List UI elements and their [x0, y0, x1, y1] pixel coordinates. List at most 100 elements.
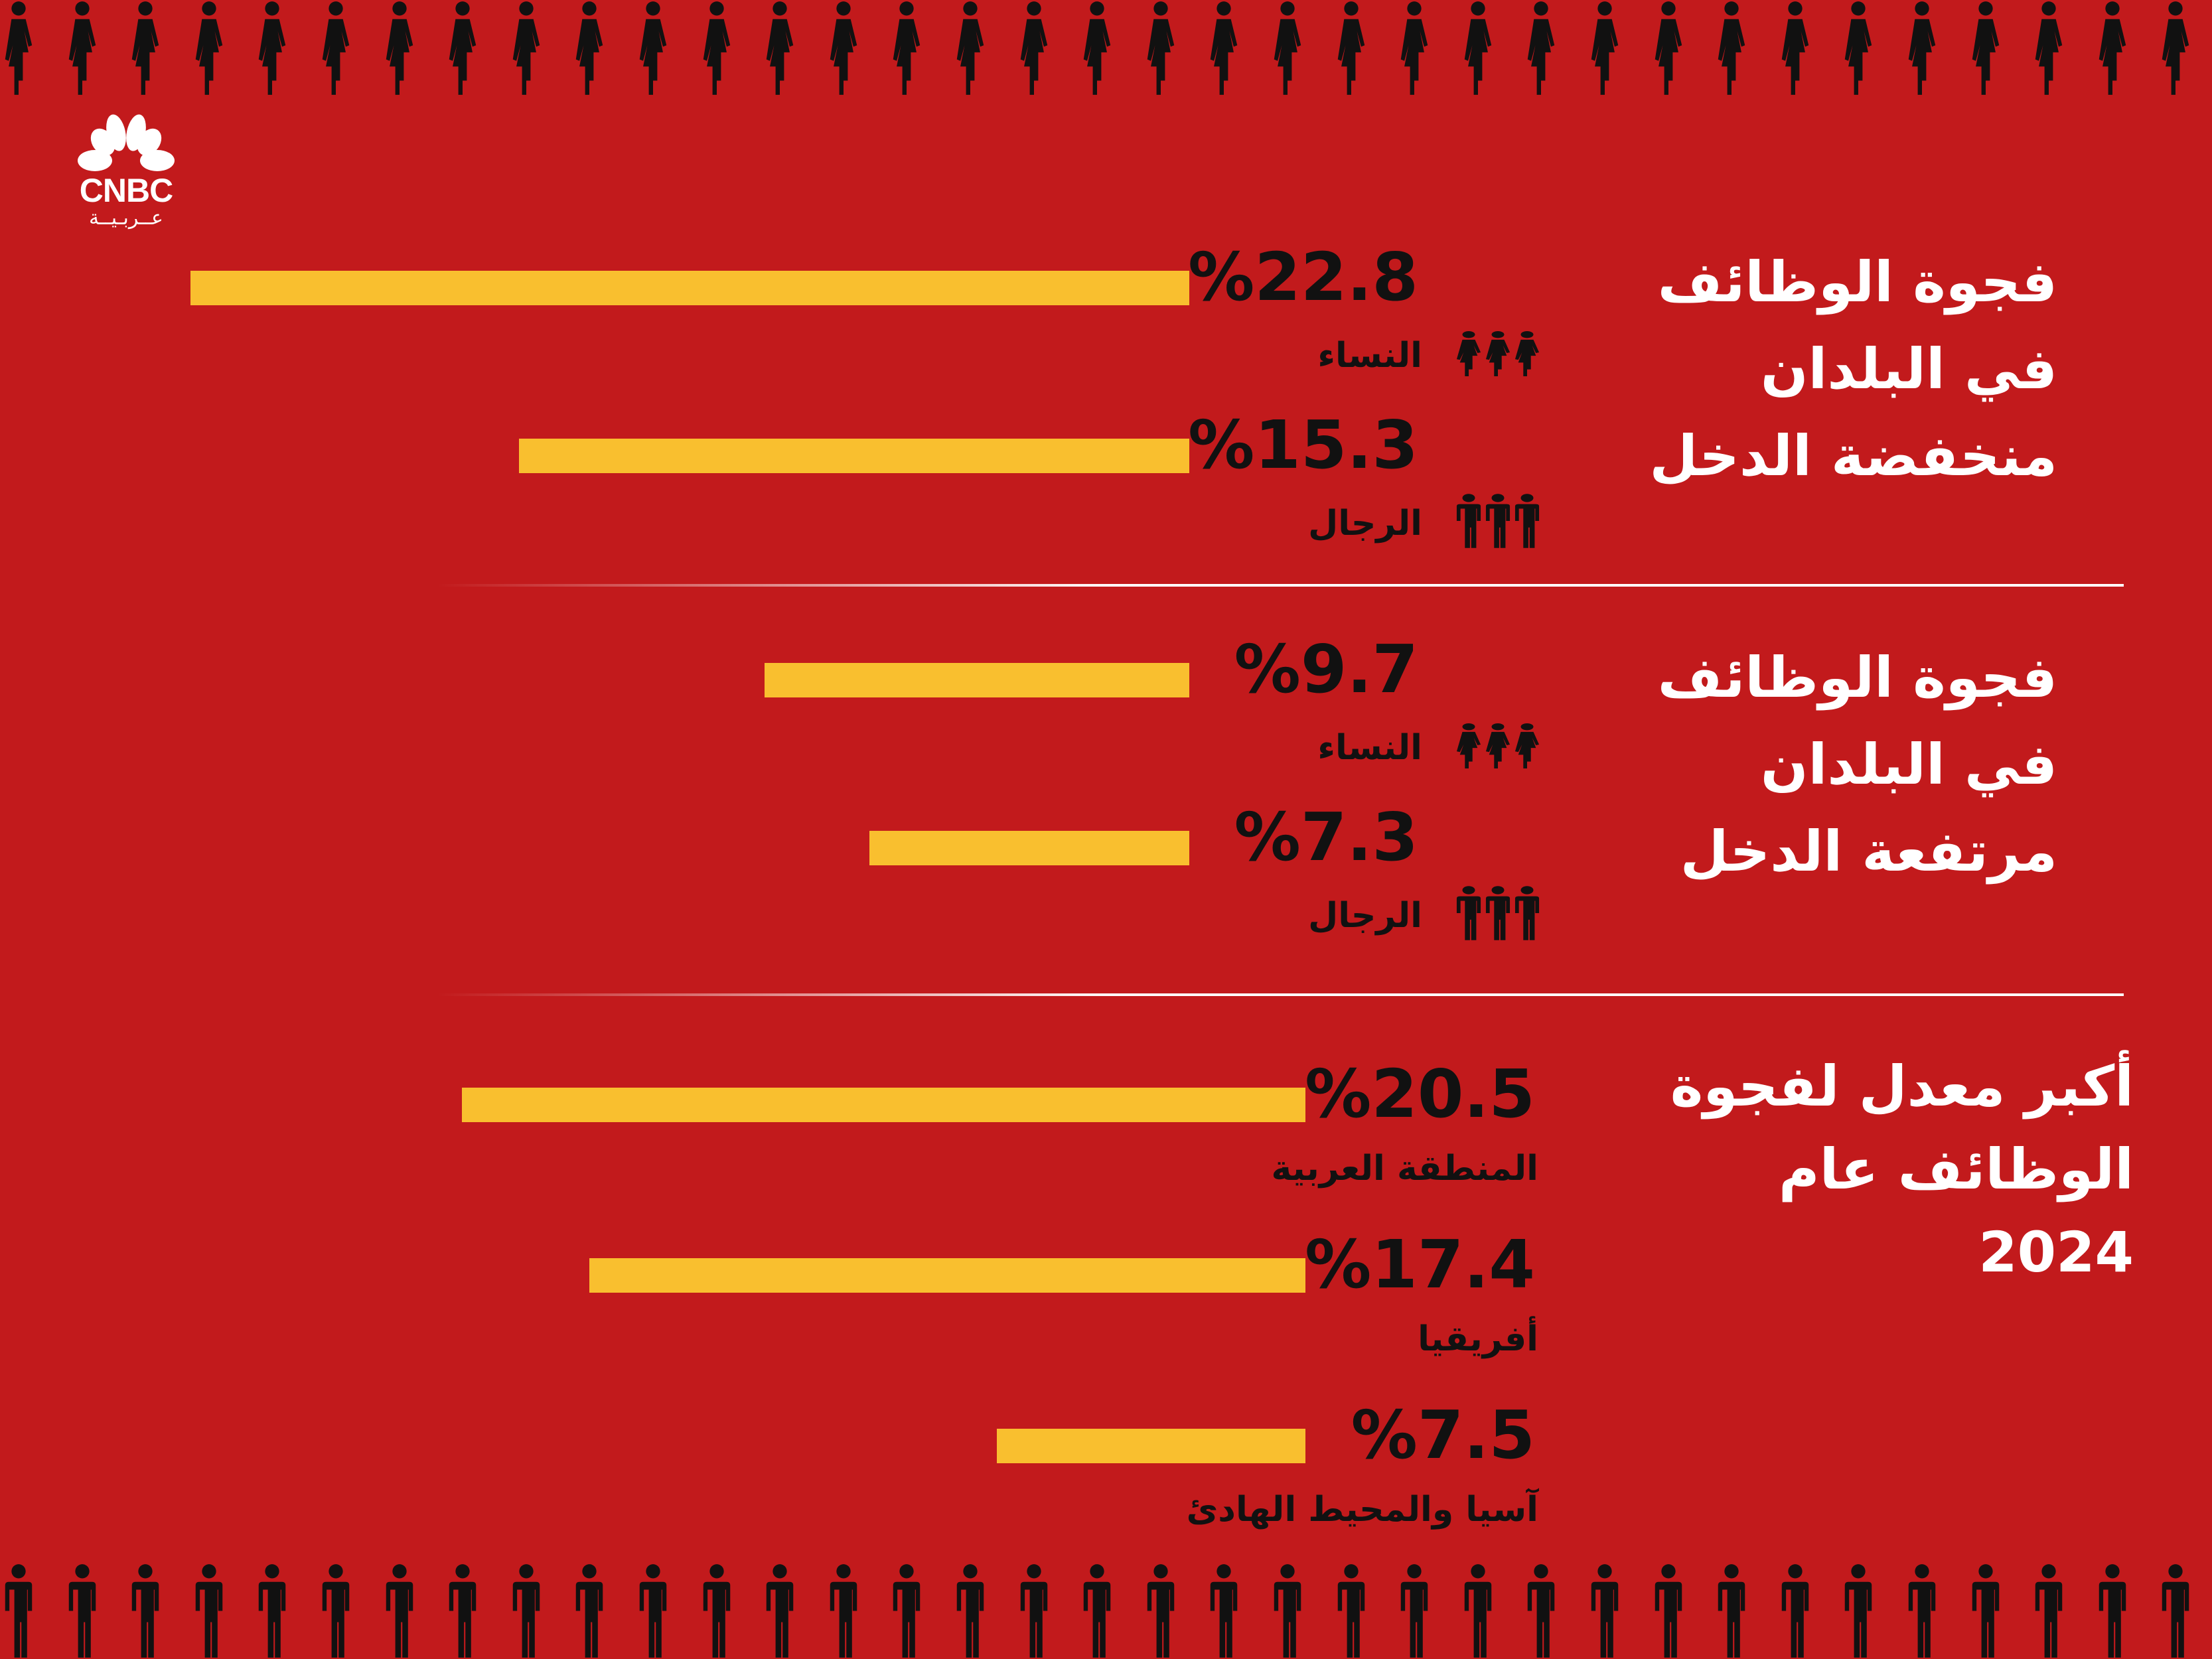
woman-icon: [1337, 1, 1364, 95]
woman-icon: [2035, 1, 2063, 95]
woman-icon: [2099, 1, 2126, 95]
section-divider: [437, 993, 2124, 996]
woman-icon: [259, 1, 286, 95]
man-icon: [639, 1564, 667, 1658]
bar: [462, 1088, 1305, 1122]
man-icon: [449, 1564, 477, 1658]
man-icon: [1972, 1564, 1999, 1658]
man-icon: [512, 1564, 540, 1658]
category-label: الرجال: [1308, 504, 1422, 543]
man-icon: [576, 1564, 603, 1658]
chart-title-line: فجوة الوظائف: [1657, 250, 2057, 315]
chart-title-line: الوظائف عام: [1779, 1137, 2134, 1202]
man-icon: [1908, 1564, 1936, 1658]
woman-icon: [576, 1, 603, 95]
woman-icon: [1456, 723, 1481, 768]
peacock-icon: [78, 114, 175, 171]
chart-title-line: 2024: [1978, 1220, 2134, 1285]
man-icon: [386, 1564, 413, 1658]
woman-icon: [1083, 1, 1111, 95]
man-icon: [1337, 1564, 1364, 1658]
woman-icon: [830, 1, 857, 95]
man-icon: [1485, 494, 1511, 548]
woman-icon: [386, 1, 413, 95]
bar-value-label: %7.5: [1351, 1396, 1535, 1474]
bar: [997, 1429, 1305, 1463]
decorative-men-row: [0, 1563, 2212, 1659]
cnbc-arabia-logo: CNBC عــربـيــة: [70, 114, 183, 230]
man-icon: [1020, 1564, 1047, 1658]
section-divider: [437, 584, 2124, 587]
woman-icon: [1591, 1, 1619, 95]
woman-icon: [1718, 1, 1745, 95]
woman-icon: [2162, 1, 2189, 95]
man-icon: [1514, 886, 1540, 940]
man-icon: [5, 1564, 33, 1658]
icon-group: [1456, 885, 1540, 941]
bar-value-label: %7.3: [1234, 798, 1418, 876]
man-icon: [1400, 1564, 1428, 1658]
man-icon: [830, 1564, 857, 1658]
man-icon: [131, 1564, 159, 1658]
woman-icon: [1274, 1, 1301, 95]
man-icon: [322, 1564, 350, 1658]
bar: [589, 1258, 1305, 1293]
bar-value-label: %20.5: [1305, 1055, 1535, 1133]
woman-icon: [703, 1, 730, 95]
woman-icon: [1781, 1, 1809, 95]
woman-icon: [1020, 1, 1047, 95]
category-label: أفريقيا: [1418, 1319, 1538, 1359]
category-label: الرجال: [1308, 896, 1422, 936]
woman-icon: [639, 1, 667, 95]
bar-value-label: %15.3: [1188, 406, 1418, 484]
man-icon: [68, 1564, 96, 1658]
woman-icon: [1908, 1, 1936, 95]
man-icon: [1456, 494, 1481, 548]
woman-icon: [1211, 1, 1238, 95]
bar-value-label: %22.8: [1188, 238, 1418, 316]
bar-value-label: %9.7: [1234, 630, 1418, 708]
man-icon: [1083, 1564, 1111, 1658]
woman-icon: [1514, 331, 1540, 376]
man-icon: [2035, 1564, 2063, 1658]
bar: [190, 271, 1189, 305]
man-icon: [259, 1564, 286, 1658]
category-label: المنطقة العربية: [1271, 1149, 1539, 1189]
man-icon: [766, 1564, 794, 1658]
woman-icon: [449, 1, 477, 95]
woman-icon: [1485, 331, 1511, 376]
woman-icon: [512, 1, 540, 95]
bar-value-label: %17.4: [1305, 1226, 1535, 1303]
man-icon: [1147, 1564, 1175, 1658]
icon-group: [1456, 723, 1540, 769]
man-icon: [1655, 1564, 1682, 1658]
woman-icon: [1528, 1, 1555, 95]
logo-subtitle: عــربـيــة: [89, 206, 163, 230]
man-icon: [1718, 1564, 1745, 1658]
category-label: النساء: [1317, 336, 1422, 376]
icon-group: [1456, 330, 1540, 377]
man-icon: [1485, 886, 1511, 940]
man-icon: [195, 1564, 223, 1658]
woman-icon: [893, 1, 921, 95]
woman-icon: [1464, 1, 1492, 95]
woman-icon: [1972, 1, 1999, 95]
woman-icon: [1400, 1, 1428, 95]
man-icon: [703, 1564, 730, 1658]
woman-icon: [956, 1, 984, 95]
chart-title-line: أكبر معدل لفجوة: [1670, 1054, 2134, 1119]
woman-icon: [1514, 723, 1540, 768]
bar: [764, 663, 1189, 697]
woman-icon: [1456, 331, 1481, 376]
woman-icon: [131, 1, 159, 95]
chart-title-line: مرتفعة الدخل: [1680, 819, 2057, 884]
man-icon: [1528, 1564, 1555, 1658]
woman-icon: [766, 1, 794, 95]
man-icon: [1514, 494, 1540, 548]
woman-icon: [322, 1, 350, 95]
man-icon: [893, 1564, 921, 1658]
logo-name: CNBC: [79, 172, 173, 209]
category-label: النساء: [1317, 728, 1422, 768]
chart-title-line: فجوة الوظائف: [1657, 645, 2057, 710]
chart-title-line: في البلدان: [1760, 732, 2057, 797]
